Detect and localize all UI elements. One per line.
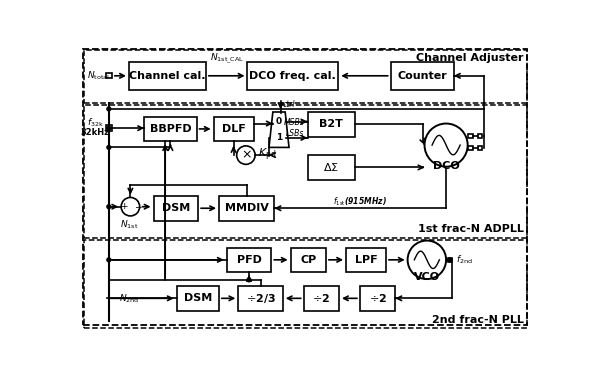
Text: CP: CP xyxy=(300,255,316,265)
Bar xyxy=(391,62,454,90)
Text: Counter: Counter xyxy=(397,71,447,81)
Bar xyxy=(238,286,283,310)
Text: ctrl: ctrl xyxy=(283,100,295,109)
Circle shape xyxy=(247,278,251,282)
Text: PFD: PFD xyxy=(236,255,262,265)
Bar xyxy=(290,248,326,272)
Text: DSM: DSM xyxy=(162,203,190,213)
Text: 32kHz: 32kHz xyxy=(80,128,109,137)
Circle shape xyxy=(107,107,111,111)
Text: DLF: DLF xyxy=(222,124,245,134)
Bar xyxy=(360,286,395,310)
Text: 1st frac-N ADPLL: 1st frac-N ADPLL xyxy=(418,224,524,234)
Text: B2T: B2T xyxy=(319,119,343,129)
Text: DCO: DCO xyxy=(433,160,460,171)
Text: Channel cal.: Channel cal. xyxy=(129,71,206,81)
Text: $\div$2: $\div$2 xyxy=(313,292,331,304)
Text: $f_{\rm 1st}$(915MHz): $f_{\rm 1st}$(915MHz) xyxy=(334,196,387,208)
Circle shape xyxy=(448,258,452,262)
Bar xyxy=(448,258,452,262)
Polygon shape xyxy=(269,112,289,147)
Bar xyxy=(214,117,254,141)
Circle shape xyxy=(236,146,255,164)
Text: 1: 1 xyxy=(276,134,282,142)
Bar xyxy=(176,286,219,310)
Bar xyxy=(478,146,482,150)
Bar xyxy=(84,105,527,237)
Text: $\Delta\Sigma$: $\Delta\Sigma$ xyxy=(323,161,340,173)
Bar xyxy=(308,155,355,180)
Circle shape xyxy=(107,146,111,149)
Text: DCO freq. cal.: DCO freq. cal. xyxy=(250,71,336,81)
Bar xyxy=(106,73,112,78)
Bar xyxy=(144,117,197,141)
Text: DSM: DSM xyxy=(184,293,212,303)
Bar xyxy=(304,286,339,310)
Text: $f_{\rm 2nd}$: $f_{\rm 2nd}$ xyxy=(456,254,473,266)
Text: $N_{\rm total}$: $N_{\rm total}$ xyxy=(87,69,109,82)
Text: $\div$2: $\div$2 xyxy=(368,292,386,304)
Bar xyxy=(129,62,206,90)
Circle shape xyxy=(425,123,467,166)
Text: $K_{\rm pd}$: $K_{\rm pd}$ xyxy=(258,147,277,163)
Text: $\times$: $\times$ xyxy=(241,148,251,162)
Text: $\div$2/3: $\div$2/3 xyxy=(245,292,275,305)
Text: $N_{\rm 2nd}$: $N_{\rm 2nd}$ xyxy=(119,292,139,304)
Text: Channel Adjuster: Channel Adjuster xyxy=(416,53,524,63)
Bar xyxy=(478,134,482,138)
Bar xyxy=(469,146,473,150)
Text: 0: 0 xyxy=(276,117,282,126)
Bar xyxy=(308,112,355,136)
Text: +: + xyxy=(120,202,127,211)
Text: BBPFD: BBPFD xyxy=(149,124,191,134)
Text: $N_{\rm 1st}$: $N_{\rm 1st}$ xyxy=(119,219,138,231)
Circle shape xyxy=(107,258,111,262)
Bar xyxy=(106,126,112,131)
Circle shape xyxy=(407,241,446,279)
Text: LSBs: LSBs xyxy=(286,129,304,138)
Bar xyxy=(469,134,473,138)
Bar xyxy=(346,248,386,272)
Text: 2nd frac-N PLL: 2nd frac-N PLL xyxy=(432,315,524,325)
Text: LPF: LPF xyxy=(355,255,377,265)
Text: $N_{\rm 1st\_CAL}$: $N_{\rm 1st\_CAL}$ xyxy=(210,52,244,66)
Bar xyxy=(154,196,198,220)
Text: VCO: VCO xyxy=(414,272,440,282)
Text: MMDIV: MMDIV xyxy=(225,203,269,213)
Bar xyxy=(219,196,274,220)
Bar xyxy=(247,62,338,90)
Bar xyxy=(84,50,527,103)
Bar xyxy=(84,240,527,328)
Circle shape xyxy=(107,126,111,130)
Bar xyxy=(227,248,271,272)
Circle shape xyxy=(107,205,111,209)
Text: MSBs: MSBs xyxy=(284,118,304,127)
Text: −: − xyxy=(134,202,141,211)
Text: $f_{\rm 32k}$: $f_{\rm 32k}$ xyxy=(86,117,103,129)
Circle shape xyxy=(121,198,140,216)
